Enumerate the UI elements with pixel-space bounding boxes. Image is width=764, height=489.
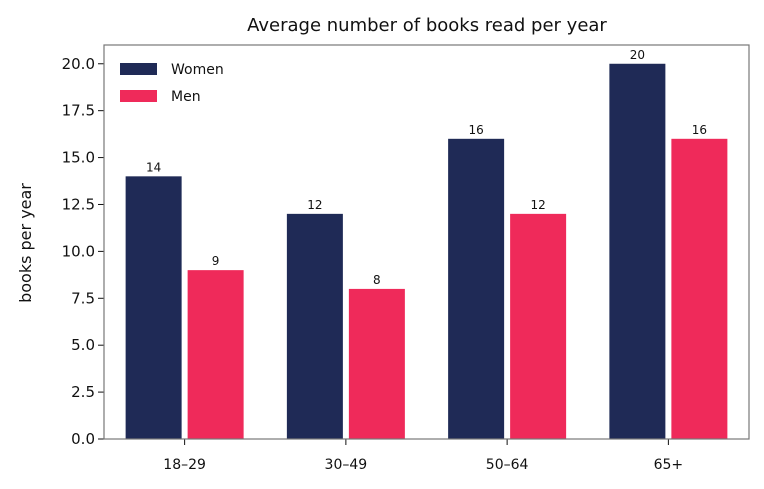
y-tick-label: 7.5 <box>71 289 95 307</box>
legend-label-men: Men <box>171 89 201 105</box>
data-label: 16 <box>692 123 707 137</box>
plot-area: 0.0 2.5 5.0 7.5 10.0 12.5 15.0 17.5 20.0 14 9 18–29… <box>62 48 728 473</box>
y-tick-label: 0.0 <box>71 430 95 448</box>
y-tick-label: 12.5 <box>62 195 95 213</box>
data-label: 16 <box>468 123 483 137</box>
bar-women <box>609 63 666 440</box>
data-label: 14 <box>146 160 161 174</box>
bar-men <box>671 138 728 440</box>
x-tick-label: 18–29 <box>163 457 206 473</box>
y-axis-label: books per year <box>16 183 35 303</box>
bar-women <box>125 176 182 440</box>
legend: Women Men <box>120 62 224 105</box>
y-tick-label: 15.0 <box>62 149 95 167</box>
data-label: 12 <box>307 198 322 212</box>
y-tick-label: 10.0 <box>62 242 95 260</box>
plot-frame <box>103 44 750 440</box>
data-label: 20 <box>630 48 645 62</box>
bar-women <box>448 138 505 440</box>
bar-women <box>286 213 343 439</box>
bar-men <box>510 213 567 439</box>
legend-swatch-women <box>120 63 157 75</box>
chart-title: Average number of books read per year <box>247 15 607 36</box>
y-tick-label: 17.5 <box>62 102 95 120</box>
x-tick-label: 30–49 <box>325 457 368 473</box>
legend-label-women: Women <box>171 62 224 78</box>
data-label: 8 <box>373 273 381 287</box>
data-label: 12 <box>530 198 545 212</box>
y-tick-label: 2.5 <box>71 383 95 401</box>
y-tick-label: 20.0 <box>62 55 95 73</box>
x-tick-label: 50–64 <box>486 457 529 473</box>
data-label: 9 <box>212 254 220 268</box>
x-tick-label: 65+ <box>654 457 684 473</box>
legend-swatch-men <box>120 90 157 102</box>
bar-men <box>348 288 405 439</box>
bar-men <box>187 270 244 439</box>
y-tick-label: 5.0 <box>71 336 95 354</box>
